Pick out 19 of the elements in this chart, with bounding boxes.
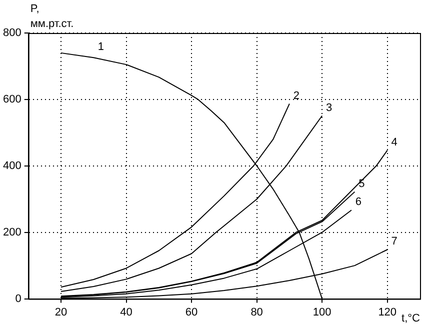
y-axis-title: P, мм.рт.ст.: [30, 3, 74, 30]
series-label: 2: [293, 90, 300, 102]
y-tick-label: 800: [2, 27, 22, 40]
series-label: 3: [326, 102, 332, 114]
x-tick-label: 20: [54, 306, 68, 318]
series-label: 4: [391, 136, 398, 148]
x-tick-label: 120: [378, 306, 397, 318]
y-tick-label: 200: [2, 226, 22, 238]
x-tick-label: 80: [250, 306, 263, 318]
series-label: 7: [391, 236, 398, 248]
x-tick-label: 60: [185, 306, 198, 318]
y-tick-label: 0: [15, 292, 22, 305]
y-tick-label: 600: [2, 93, 22, 106]
x-tick-label: 40: [120, 306, 132, 318]
y-tick-label: 400: [2, 160, 22, 172]
series-label: 1: [98, 40, 104, 53]
x-axis-title: t,°C: [402, 312, 420, 324]
x-tick-label: 100: [312, 306, 332, 318]
series-label: 6: [355, 196, 362, 208]
